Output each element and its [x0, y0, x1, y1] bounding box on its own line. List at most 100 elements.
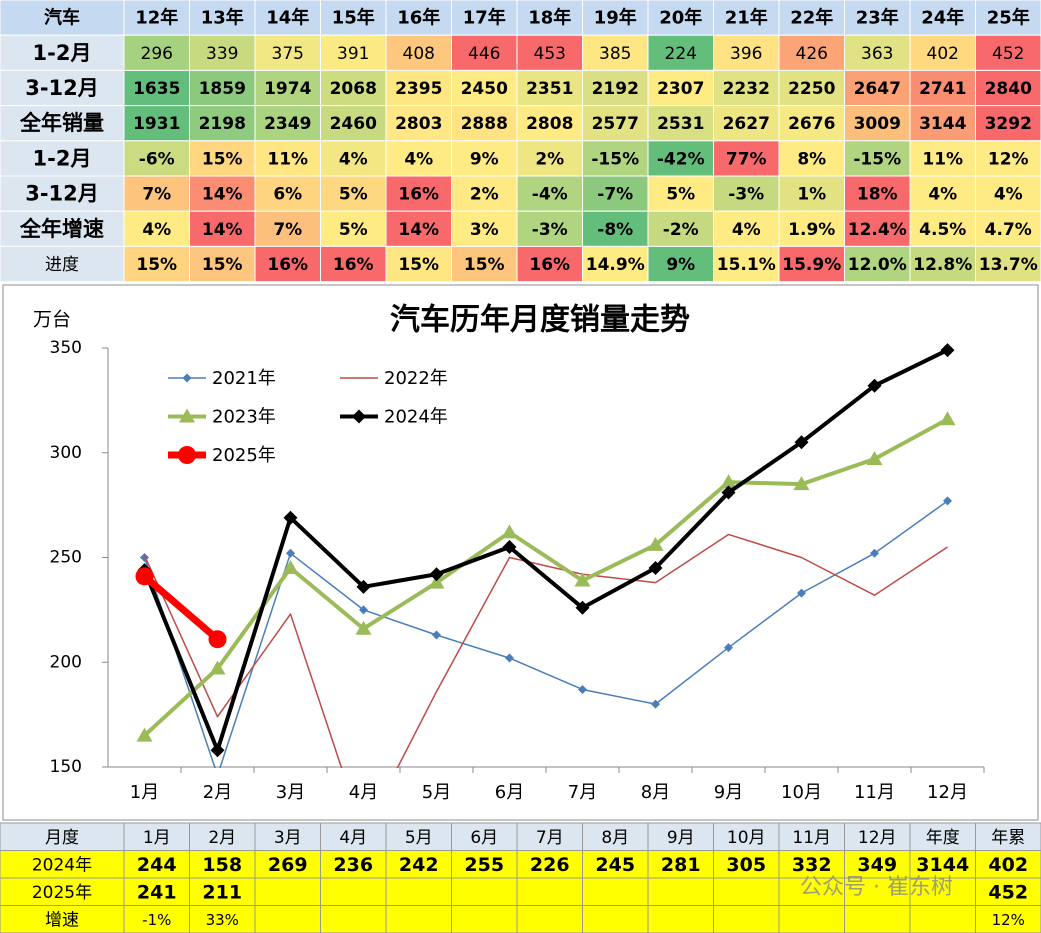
header-text: 22年	[790, 7, 833, 29]
heat-cell	[385, 245, 452, 283]
cell-value: 14%	[202, 185, 243, 205]
cell-value: 2395	[395, 79, 442, 99]
header-cell	[582, 0, 649, 36]
heat-cell	[320, 34, 387, 71]
y-tick-label: 300	[50, 443, 82, 463]
point	[939, 411, 956, 426]
point	[356, 579, 371, 594]
cell-value: 452	[992, 44, 1024, 64]
point	[724, 643, 733, 653]
header-text: 8月	[601, 828, 629, 848]
x-tick-label: 4月	[349, 782, 378, 803]
cell-value: -1%	[142, 911, 171, 929]
x-tick-label: 5月	[422, 782, 451, 803]
cell	[778, 905, 845, 933]
header-cell	[320, 0, 387, 36]
cell-value: 1859	[199, 79, 246, 99]
row-label: 增速	[45, 910, 79, 930]
cell-value: 2307	[657, 79, 704, 99]
point	[505, 653, 514, 663]
cell-value: 452	[988, 881, 1028, 903]
cell-value: 2840	[985, 79, 1032, 99]
legend-label: 2023年	[212, 407, 276, 428]
cell-value: 224	[665, 44, 697, 64]
heat-cell	[123, 245, 190, 283]
heat-cell	[909, 210, 976, 247]
cell-value: 6%	[273, 185, 302, 205]
header-text: 7月	[536, 828, 564, 848]
legend-marker	[178, 446, 196, 464]
heat-cell	[713, 105, 780, 142]
header-text: 汽车	[44, 7, 80, 29]
cell-value: 2250	[788, 79, 835, 99]
cell	[713, 877, 780, 906]
cell-value: 339	[206, 44, 238, 64]
cell-value: 349	[857, 854, 897, 876]
cell-value: 16%	[267, 255, 308, 275]
heat-cell	[975, 69, 1041, 107]
heat-cell	[516, 105, 583, 142]
row-label-cell	[0, 105, 125, 142]
cell-value: 2450	[461, 79, 508, 99]
point	[575, 600, 590, 615]
cell-value: 15%	[202, 255, 243, 275]
cell-value: 2349	[264, 114, 311, 134]
point	[283, 510, 298, 525]
heat-cell	[713, 34, 780, 71]
cell	[778, 877, 845, 906]
cell-value: 4%	[994, 185, 1023, 205]
y-tick-label: 150	[50, 757, 82, 777]
point	[135, 567, 154, 586]
header-text: 23年	[856, 7, 899, 29]
cell	[451, 905, 518, 933]
cell-value: 16%	[529, 255, 570, 275]
heat-cell	[844, 245, 911, 283]
cell-value: 408	[403, 44, 435, 64]
point	[136, 727, 153, 742]
cell	[582, 877, 649, 906]
x-tick-label: 3月	[276, 782, 305, 803]
heat-cell	[975, 245, 1041, 283]
cell-value: 226	[530, 854, 570, 876]
header-cell	[647, 0, 714, 36]
header-text: 2月	[208, 828, 236, 848]
point	[794, 435, 809, 450]
header-cell	[451, 0, 518, 36]
cell-value: 9%	[470, 149, 499, 169]
cell-value: 241	[137, 881, 177, 903]
heat-cell	[909, 105, 976, 142]
header-text: 10月	[727, 828, 766, 848]
heat-cell	[516, 140, 583, 177]
cell-value: 18%	[857, 185, 898, 205]
cell-value: 5%	[339, 220, 368, 240]
row-label: 1-2月	[33, 146, 92, 170]
point	[721, 485, 736, 500]
cell	[647, 905, 714, 933]
heat-cell	[844, 105, 911, 142]
series-line	[142, 348, 949, 753]
cell-value: -3%	[532, 220, 568, 240]
point	[648, 560, 663, 575]
point	[210, 743, 225, 758]
point	[797, 588, 806, 598]
row-label: 进度	[45, 255, 79, 275]
cell-value: 7%	[273, 220, 302, 240]
header-cell	[909, 822, 976, 851]
cell-value: -3%	[728, 185, 764, 205]
header-text: 14年	[266, 7, 309, 29]
legend-label: 2022年	[384, 368, 448, 389]
cell-value: 255	[464, 854, 504, 876]
cell-value: 385	[599, 44, 631, 64]
header-text: 1月	[143, 828, 171, 848]
heat-cell	[778, 245, 845, 283]
legend-marker	[182, 373, 192, 383]
cell-value: 2192	[592, 79, 639, 99]
chart-title: 汽车历年月度销量走势	[390, 303, 690, 338]
cell-value: 4%	[404, 149, 433, 169]
header-cell	[713, 0, 780, 36]
cell-value: 245	[595, 854, 635, 876]
heat-cell	[713, 245, 780, 283]
heat-cell	[647, 105, 714, 142]
plot	[135, 343, 956, 768]
